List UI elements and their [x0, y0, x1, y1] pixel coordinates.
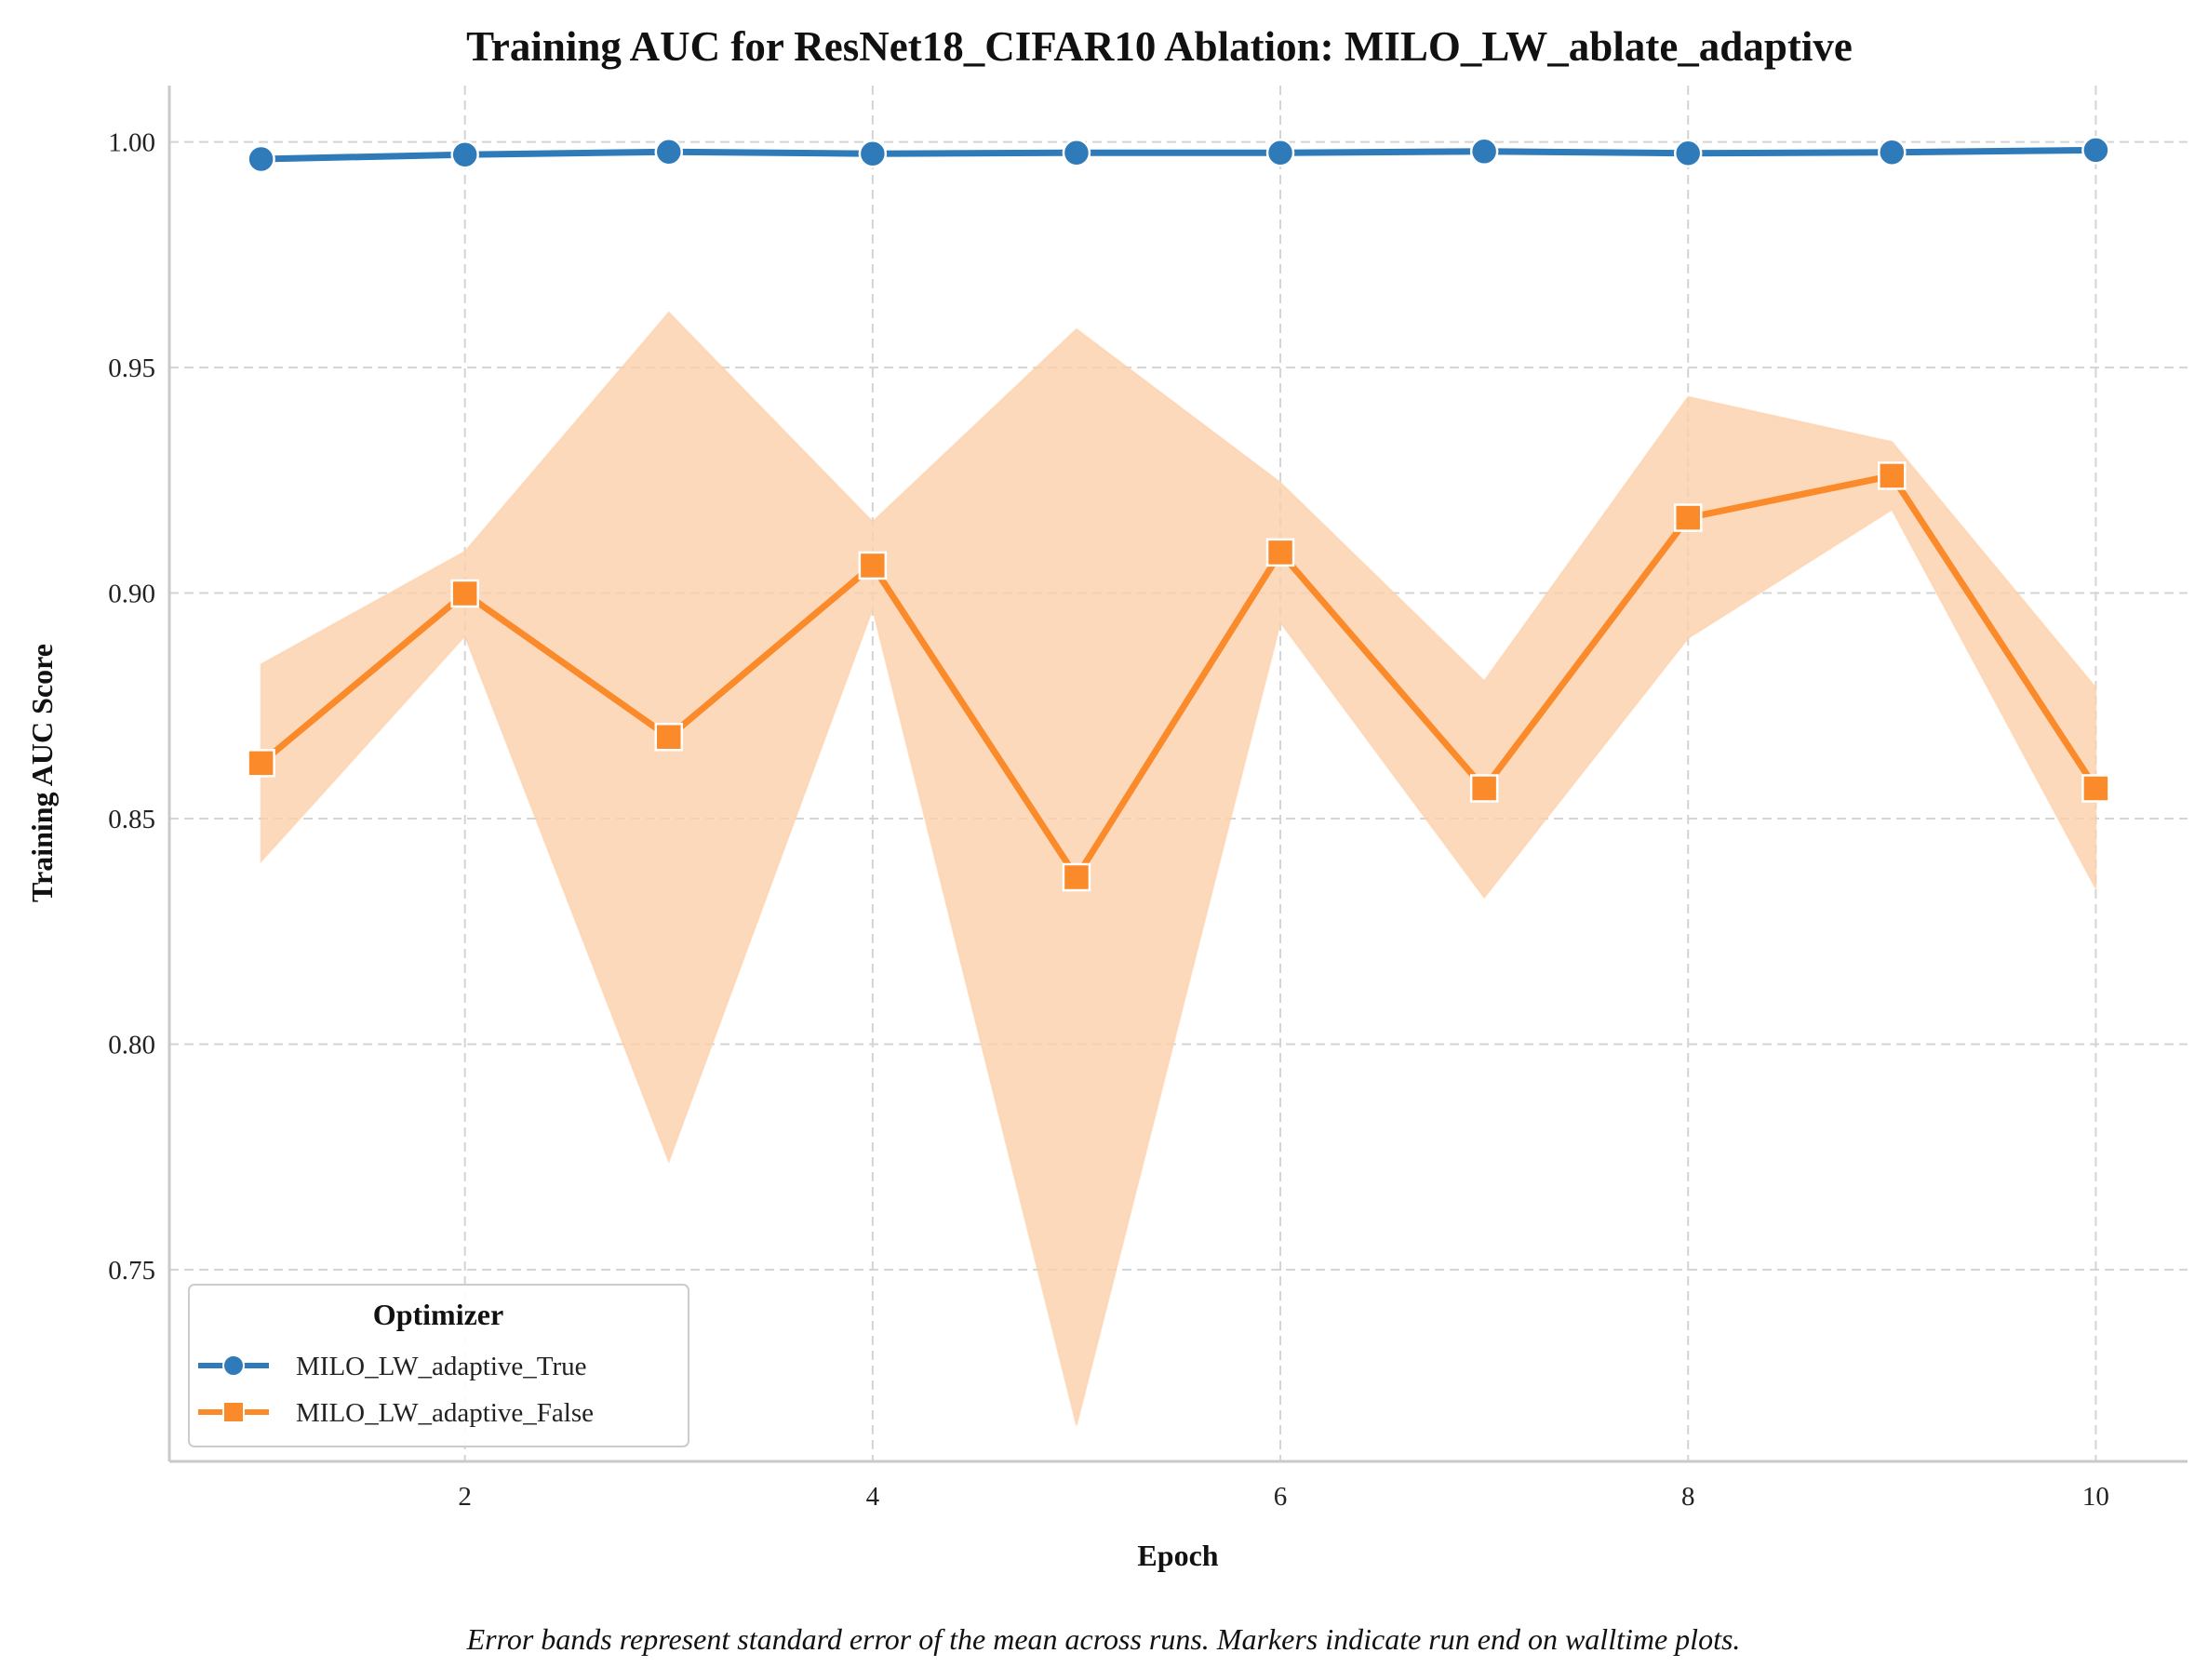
legend-item-true: MILO_LW_adaptive_True — [198, 1352, 587, 1381]
x-tick-label: 10 — [2082, 1482, 2109, 1512]
y-tick-label: 0.95 — [108, 353, 155, 383]
data-point-square — [1673, 503, 1703, 532]
legend-label-true: MILO_LW_adaptive_True — [296, 1352, 587, 1381]
data-point-circle — [1062, 139, 1091, 167]
data-point-square — [1062, 862, 1091, 892]
data-point-circle — [2081, 136, 2110, 165]
x-ticks: 2 4 6 8 10 — [458, 1482, 2108, 1512]
data-point-square — [654, 722, 684, 752]
data-point-square — [2081, 774, 2110, 803]
y-tick-label: 0.75 — [108, 1256, 155, 1286]
legend-label-false: MILO_LW_adaptive_False — [296, 1398, 594, 1428]
axes-spines — [167, 86, 2188, 1463]
series-line-0 — [258, 146, 2099, 163]
y-tick-label: 1.00 — [108, 128, 155, 158]
legend-title: Optimizer — [373, 1298, 503, 1331]
error-bands — [260, 148, 2097, 1426]
data-point-square — [1469, 774, 1499, 803]
data-point-square — [1878, 461, 1907, 490]
y-tick-label: 0.80 — [108, 1030, 155, 1060]
x-tick-label: 4 — [866, 1482, 880, 1512]
caption: Error bands represent standard error of … — [466, 1622, 1741, 1656]
legend: Optimizer MILO_LW_adaptive_True MILO_LW_… — [188, 1284, 689, 1447]
data-point-circle — [1469, 137, 1499, 167]
data-point-circle — [858, 139, 888, 168]
legend-marker-square — [222, 1401, 245, 1423]
data-point-circle — [450, 140, 479, 169]
data-point-circle — [1265, 139, 1295, 167]
data-point-circle — [1878, 138, 1907, 167]
series-line-1 — [258, 472, 2099, 881]
x-tick-label: 6 — [1274, 1482, 1288, 1512]
data-point-circle — [1673, 139, 1703, 167]
x-tick-label: 2 — [458, 1482, 472, 1512]
data-point-square — [1265, 538, 1295, 567]
legend-box — [188, 1284, 689, 1447]
data-point-circle — [654, 138, 684, 167]
legend-marker-circle — [222, 1354, 245, 1377]
data-point-square — [858, 551, 888, 580]
series-lines — [258, 146, 2099, 881]
x-axis-label: Epoch — [1137, 1539, 1218, 1572]
error-band-series-1 — [260, 311, 2097, 1426]
series-markers — [247, 136, 2110, 892]
y-axis-label: Training AUC Score — [25, 644, 59, 902]
y-tick-label: 0.90 — [108, 580, 155, 609]
y-ticks: 0.75 0.80 0.85 0.90 0.95 1.00 — [108, 128, 155, 1286]
chart-title: Training AUC for ResNet18_CIFAR10 Ablati… — [466, 23, 1853, 70]
data-point-square — [450, 579, 479, 608]
data-point-square — [247, 749, 275, 778]
x-tick-label: 8 — [1681, 1482, 1695, 1512]
y-tick-label: 0.85 — [108, 805, 155, 834]
data-point-circle — [247, 144, 275, 174]
legend-item-false: MILO_LW_adaptive_False — [198, 1398, 594, 1428]
